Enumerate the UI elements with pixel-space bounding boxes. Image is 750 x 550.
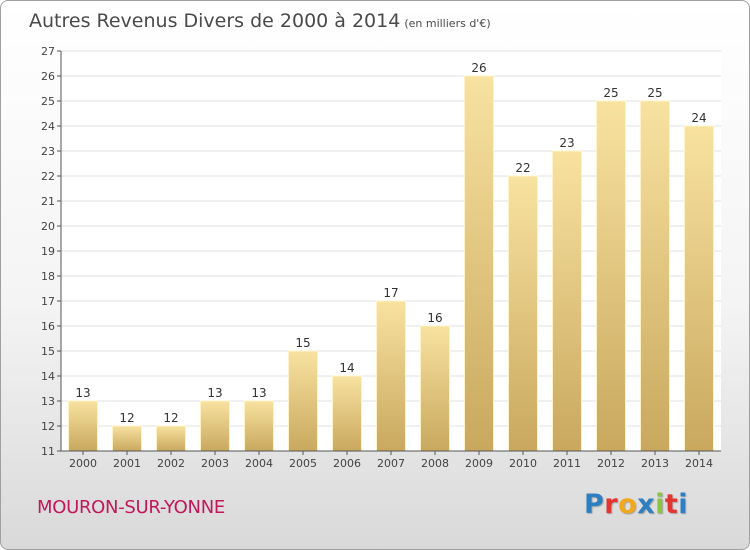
y-tick-label: 20 xyxy=(41,220,55,233)
data-label: 26 xyxy=(471,61,486,75)
x-tick-label: 2011 xyxy=(553,457,581,470)
y-tick-label: 25 xyxy=(41,95,55,108)
y-tick-label: 21 xyxy=(41,195,55,208)
bar-2010 xyxy=(507,175,539,452)
bar-2005 xyxy=(287,350,319,452)
y-tick-label: 27 xyxy=(41,45,55,58)
data-labels: 13 12 12 13 13 15 14 17 16 26 22 23 25 25 24 xyxy=(75,61,706,425)
x-tick-label: 2007 xyxy=(377,457,405,470)
proxiti-logo: Proxiti xyxy=(584,489,688,520)
x-tick-labels: 2000 2001 2002 2003 2004 2005 2006 2007 2008 2009… xyxy=(69,457,713,470)
data-label: 25 xyxy=(603,86,618,100)
logo-letter: P xyxy=(584,489,605,520)
bar-2004 xyxy=(243,400,275,452)
y-tick-labels: 11 12 13 14 15 16 17 18 19 20 21 22 23 24 25 26 27 xyxy=(41,45,55,458)
bar-2014 xyxy=(683,125,715,452)
x-tick-label: 2004 xyxy=(245,457,273,470)
chart-title-text: Autres Revenus Divers de 2000 à 2014 xyxy=(29,10,401,32)
y-tick-label: 19 xyxy=(41,245,55,258)
y-tick-label: 22 xyxy=(41,170,55,183)
logo-letter: r xyxy=(604,489,619,520)
y-tick-label: 13 xyxy=(41,395,55,408)
data-label: 16 xyxy=(427,311,442,325)
x-tick-label: 2013 xyxy=(641,457,669,470)
chart-subtitle: (en milliers d'€) xyxy=(404,17,491,30)
logo-letter: i xyxy=(678,489,689,520)
data-label: 17 xyxy=(383,286,398,300)
y-tick-label: 23 xyxy=(41,145,55,158)
data-label: 24 xyxy=(691,111,706,125)
x-tick-label: 2005 xyxy=(289,457,317,470)
x-tick-label: 2001 xyxy=(113,457,141,470)
logo-letter: i xyxy=(655,489,665,520)
axes xyxy=(60,51,721,452)
bar-2007 xyxy=(375,300,407,452)
bar-2006 xyxy=(331,375,363,452)
data-label: 13 xyxy=(207,386,222,400)
data-label: 23 xyxy=(559,136,574,150)
data-label: 25 xyxy=(647,86,662,100)
x-tick-label: 2003 xyxy=(201,457,229,470)
x-tick-label: 2009 xyxy=(465,457,493,470)
y-tick-label: 17 xyxy=(41,295,55,308)
bar-2002 xyxy=(155,425,187,452)
x-tick-label: 2008 xyxy=(421,457,449,470)
data-label: 15 xyxy=(295,336,310,350)
x-tick-label: 2010 xyxy=(509,457,537,470)
y-tick-label: 14 xyxy=(41,370,55,383)
bar-2001 xyxy=(111,425,143,452)
bar-2012 xyxy=(595,100,627,452)
logo-letter: t xyxy=(664,489,679,520)
chart-title: Autres Revenus Divers de 2000 à 2014 (en … xyxy=(29,10,491,32)
y-tick-label: 18 xyxy=(41,270,55,283)
x-tick-label: 2002 xyxy=(157,457,185,470)
bar-2011 xyxy=(551,150,583,452)
data-label: 12 xyxy=(119,411,134,425)
y-tick-label: 15 xyxy=(41,345,55,358)
y-tick-label: 11 xyxy=(41,445,55,458)
bar-2008 xyxy=(419,325,451,452)
x-tick-label: 2012 xyxy=(597,457,625,470)
x-tick-label: 2000 xyxy=(69,457,97,470)
data-label: 12 xyxy=(163,411,178,425)
logo-letter: x xyxy=(637,489,656,520)
bar-2013 xyxy=(639,100,671,452)
y-tick-label: 24 xyxy=(41,120,55,133)
logo-letter: o xyxy=(618,489,638,520)
data-label: 13 xyxy=(75,386,90,400)
y-tick-label: 16 xyxy=(41,320,55,333)
y-tick-label: 12 xyxy=(41,420,55,433)
city-name: MOURON-SUR-YONNE xyxy=(37,497,225,518)
data-label: 22 xyxy=(515,161,530,175)
data-label: 13 xyxy=(251,386,266,400)
x-tick-label: 2006 xyxy=(333,457,361,470)
x-tick-label: 2014 xyxy=(685,457,713,470)
bar-2009 xyxy=(463,75,495,452)
data-label: 14 xyxy=(339,361,354,375)
bar-2003 xyxy=(199,400,231,452)
bar-2000 xyxy=(67,400,99,452)
y-tick-label: 26 xyxy=(41,70,55,83)
